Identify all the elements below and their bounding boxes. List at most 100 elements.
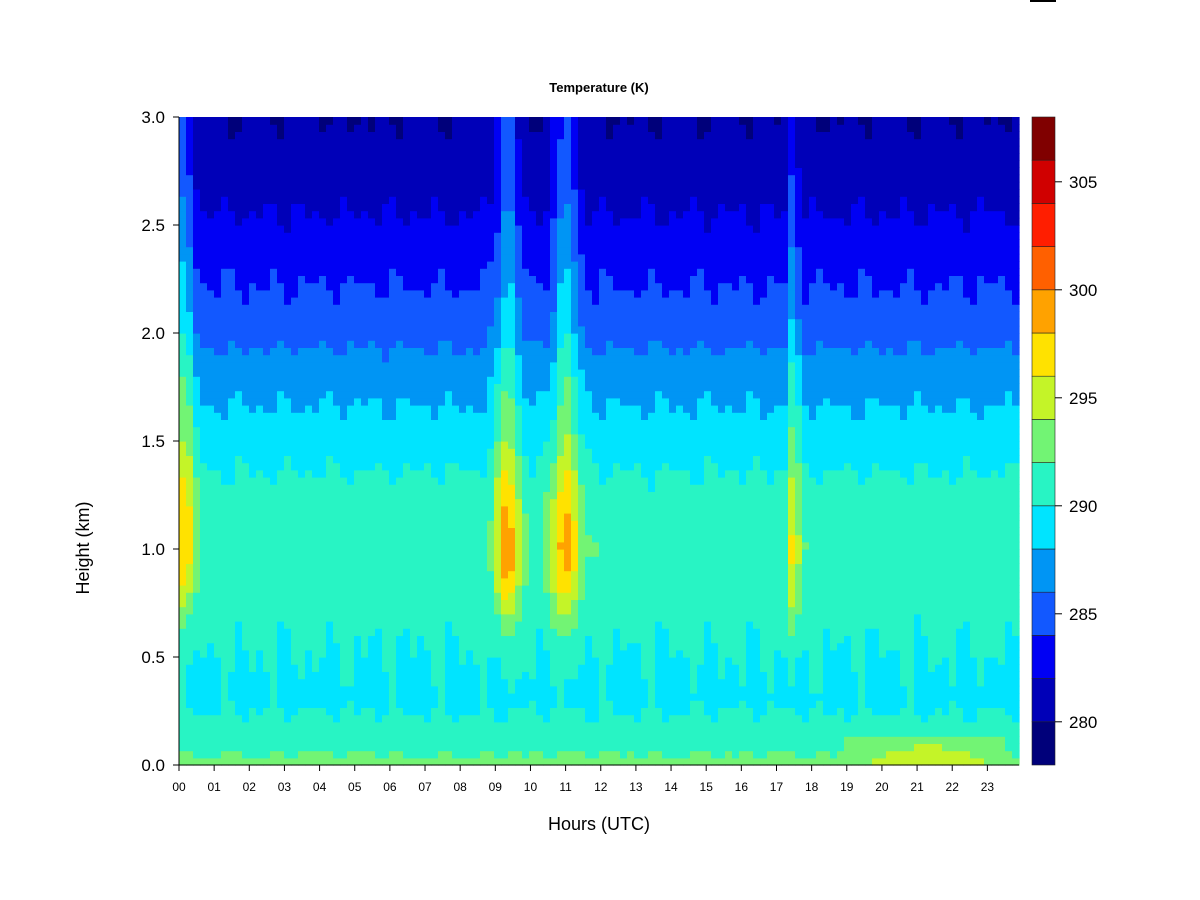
heatmap-cell xyxy=(305,635,313,644)
heatmap-cell xyxy=(340,253,348,262)
heatmap-cell xyxy=(382,721,390,730)
heatmap-cell xyxy=(242,167,250,176)
heatmap-cell xyxy=(473,462,481,471)
heatmap-cell xyxy=(564,642,572,651)
heatmap-cell xyxy=(326,664,334,672)
heatmap-cell xyxy=(298,239,306,248)
heatmap-cell xyxy=(263,376,271,384)
heatmap-cell xyxy=(487,484,495,492)
heatmap-cell xyxy=(501,563,509,572)
heatmap-cell xyxy=(235,361,243,370)
heatmap-cell xyxy=(235,390,243,399)
heatmap-cell xyxy=(543,520,551,528)
heatmap-cell xyxy=(473,361,481,370)
heatmap-cell xyxy=(529,217,537,226)
heatmap-cell xyxy=(410,498,418,507)
heatmap-cell xyxy=(312,433,320,442)
heatmap-cell xyxy=(438,520,446,528)
heatmap-cell xyxy=(382,743,390,752)
heatmap-cell xyxy=(235,642,243,651)
heatmap-cell xyxy=(445,642,453,651)
heatmap-cell xyxy=(270,678,278,687)
heatmap-cell xyxy=(494,354,502,363)
heatmap-cell xyxy=(529,275,537,284)
heatmap-cell xyxy=(438,505,446,514)
heatmap-cell xyxy=(256,160,264,168)
heatmap-cell xyxy=(200,534,208,543)
heatmap-cell xyxy=(256,282,264,291)
heatmap-cell xyxy=(431,750,439,759)
heatmap-cell xyxy=(529,685,537,694)
heatmap-cell xyxy=(459,361,467,370)
heatmap-cell xyxy=(466,700,474,708)
heatmap-cell xyxy=(298,484,306,492)
heatmap-cell xyxy=(256,700,264,708)
heatmap-cell xyxy=(284,412,292,420)
heatmap-cell xyxy=(305,484,313,492)
heatmap-cell xyxy=(242,383,250,392)
heatmap-cell xyxy=(431,498,439,507)
heatmap-cell xyxy=(431,131,439,140)
heatmap-cell xyxy=(186,297,194,305)
heatmap-cell xyxy=(424,721,432,730)
heatmap-cell xyxy=(431,383,439,392)
heatmap-cell xyxy=(319,685,327,694)
heatmap-cell xyxy=(277,736,285,744)
heatmap-cell xyxy=(242,289,250,298)
heatmap-cell xyxy=(249,484,257,492)
heatmap-cell xyxy=(389,354,397,363)
heatmap-cell xyxy=(277,311,285,320)
heatmap-cell xyxy=(410,678,418,687)
heatmap-cell xyxy=(543,246,551,255)
heatmap-cell xyxy=(529,757,537,766)
heatmap-cell xyxy=(543,261,551,269)
heatmap-cell xyxy=(431,304,439,312)
heatmap-cell xyxy=(291,613,299,622)
heatmap-cell xyxy=(480,527,488,536)
heatmap-cell xyxy=(361,599,369,608)
heatmap-cell xyxy=(333,412,341,420)
heatmap-cell xyxy=(221,232,229,240)
heatmap-cell xyxy=(277,613,285,622)
heatmap-cell xyxy=(445,412,453,420)
heatmap-cell xyxy=(438,606,446,615)
heatmap-cell xyxy=(347,397,355,406)
heatmap-cell xyxy=(263,131,271,140)
heatmap-cell xyxy=(410,541,418,550)
heatmap-cell xyxy=(207,498,215,507)
heatmap-cell xyxy=(263,412,271,420)
heatmap-cell xyxy=(291,369,299,377)
heatmap-cell xyxy=(284,354,292,363)
heatmap-cell xyxy=(480,145,488,154)
heatmap-cell xyxy=(438,750,446,759)
heatmap-cell xyxy=(389,318,397,327)
heatmap-cell xyxy=(347,361,355,370)
heatmap-cell xyxy=(473,138,481,147)
heatmap-cell xyxy=(291,707,299,716)
heatmap-cell xyxy=(326,405,334,413)
heatmap-cell xyxy=(417,131,425,140)
heatmap-cell xyxy=(466,556,474,564)
heatmap-cell xyxy=(319,570,327,579)
heatmap-cell xyxy=(431,405,439,413)
heatmap-cell xyxy=(536,592,544,600)
heatmap-cell xyxy=(319,441,327,449)
heatmap-cell xyxy=(207,700,215,708)
heatmap-cell xyxy=(179,174,187,183)
heatmap-cell xyxy=(487,196,495,204)
heatmap-cell xyxy=(452,304,460,312)
heatmap-cell xyxy=(179,361,187,370)
heatmap-cell xyxy=(396,642,404,651)
heatmap-cell xyxy=(361,671,369,680)
heatmap-cell xyxy=(403,167,411,176)
heatmap-cell xyxy=(214,750,222,759)
heatmap-cell xyxy=(270,455,278,464)
heatmap-cell xyxy=(179,217,187,226)
heatmap-cell xyxy=(249,333,257,341)
heatmap-cell xyxy=(389,599,397,608)
heatmap-cell xyxy=(431,325,439,334)
heatmap-cell xyxy=(375,505,383,514)
heatmap-cell xyxy=(431,239,439,248)
heatmap-cell xyxy=(466,448,474,456)
heatmap-cell xyxy=(480,174,488,183)
